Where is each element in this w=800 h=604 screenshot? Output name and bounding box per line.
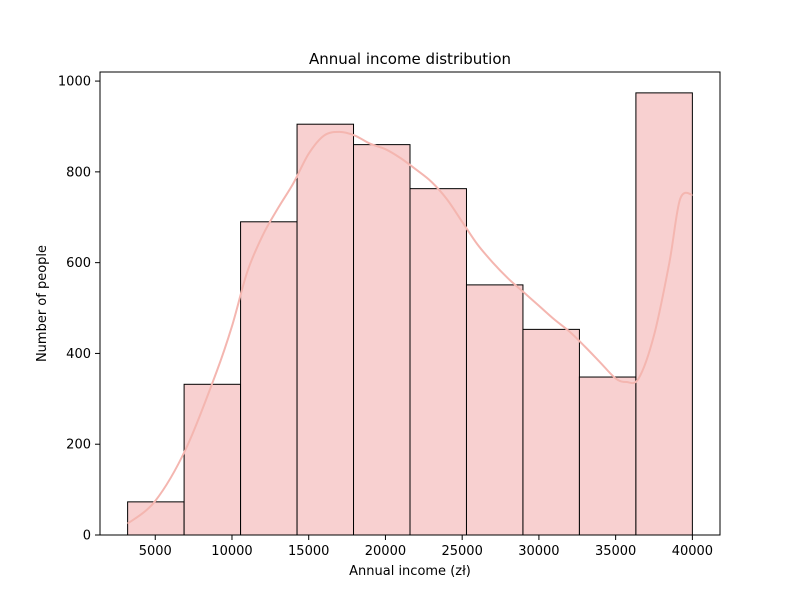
y-axis-label: Number of people xyxy=(35,245,50,362)
histogram-bar-5 xyxy=(353,144,411,536)
plot-frame xyxy=(99,71,721,536)
kde-line xyxy=(126,130,693,525)
bars-layer xyxy=(127,92,693,536)
x-tick-label: 30000 xyxy=(518,544,559,559)
y-axis-ticks: 0 200 400 600 800 1000 xyxy=(58,75,100,544)
x-tick-label: 20000 xyxy=(365,544,406,559)
x-tick-label: 10000 xyxy=(211,544,252,559)
histogram-bar-4 xyxy=(296,123,355,536)
x-tick-label: 40000 xyxy=(672,544,713,559)
histogram-bar-2 xyxy=(183,383,242,536)
y-tick-label: 200 xyxy=(66,438,91,453)
histogram-bar-7 xyxy=(465,284,524,536)
x-axis-ticks: 5000 10000 15000 20000 25000 30000 35000 40000 xyxy=(139,535,713,559)
histogram-bar-8 xyxy=(522,328,580,536)
chart-title: Annual income distribution xyxy=(309,50,511,68)
x-tick-label: 15000 xyxy=(288,544,329,559)
x-tick-label: 25000 xyxy=(441,544,482,559)
y-tick-label: 600 xyxy=(66,256,91,271)
x-tick-label: 35000 xyxy=(595,544,636,559)
histogram-bar-10 xyxy=(635,92,693,536)
x-tick-label: 5000 xyxy=(139,544,172,559)
kde-layer xyxy=(126,130,693,525)
x-axis-label: Annual income (zł) xyxy=(349,564,471,579)
y-tick-label: 400 xyxy=(66,347,91,362)
histogram-bar-9 xyxy=(578,376,637,536)
histogram-bar-3 xyxy=(240,221,298,536)
y-tick-label: 0 xyxy=(83,529,91,544)
y-tick-label: 800 xyxy=(66,165,91,180)
histogram-bar-6 xyxy=(409,188,467,536)
y-tick-label: 1000 xyxy=(58,75,91,90)
